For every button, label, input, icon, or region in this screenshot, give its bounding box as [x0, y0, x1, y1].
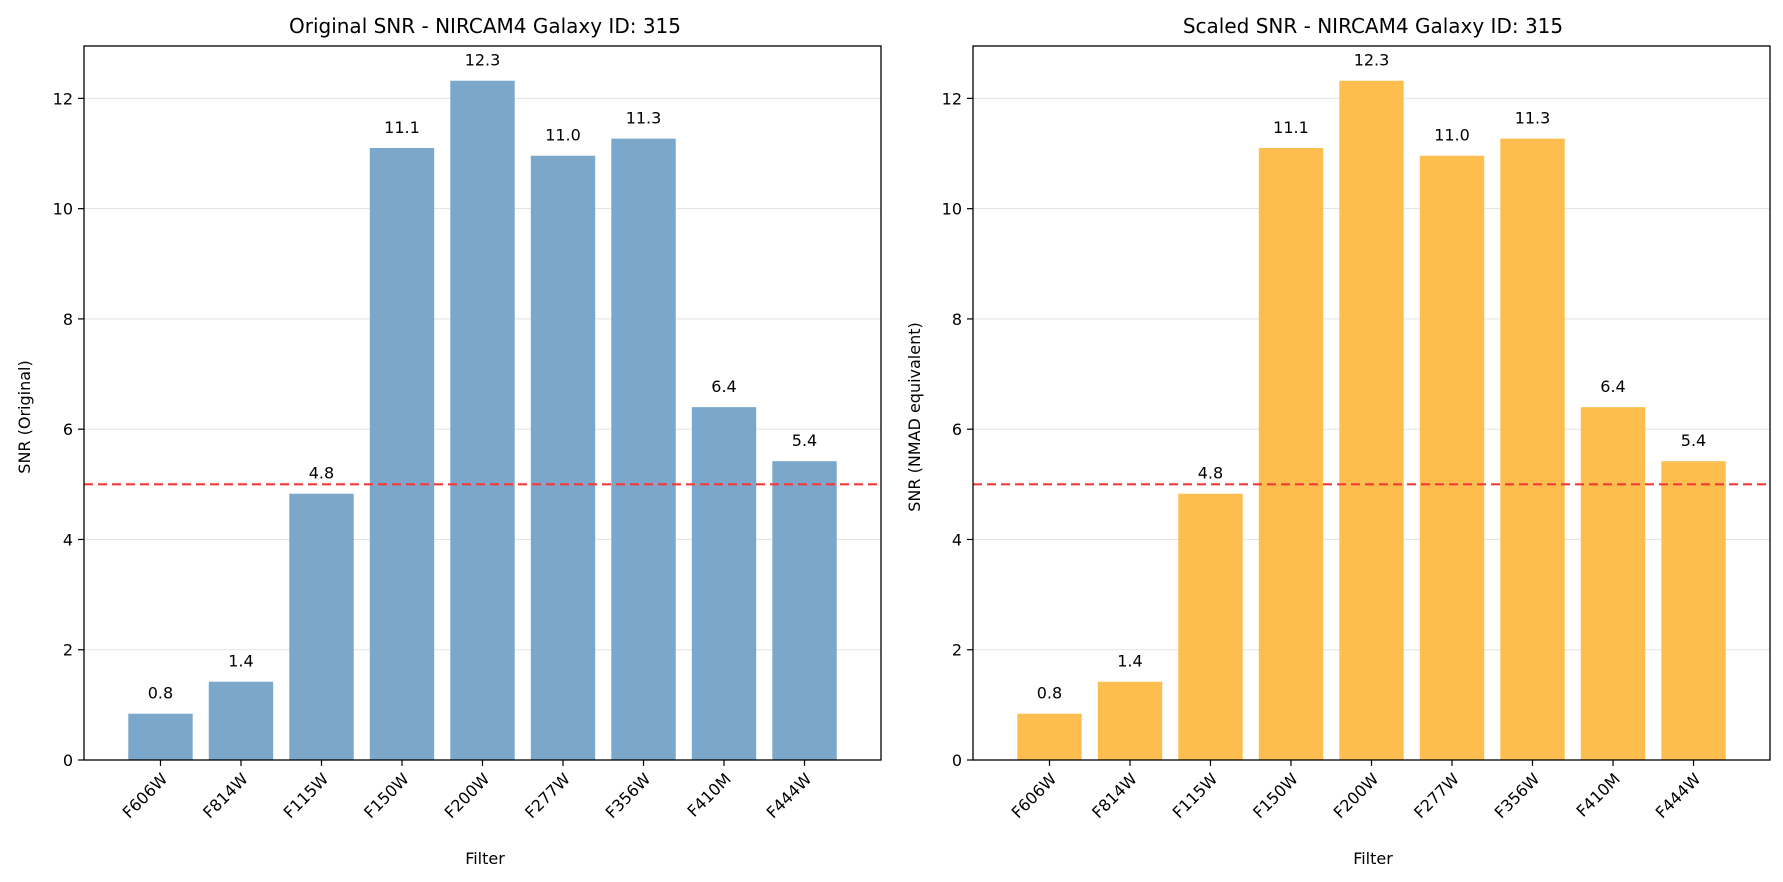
- panel-original-snr: Original SNR - NIRCAM4 Galaxy ID: 315 Fi…: [15, 14, 882, 868]
- scaled-x-tick-label: F606W: [1008, 769, 1061, 822]
- original-value-label: 11.1: [384, 118, 420, 137]
- original-y-tick-label: 4: [63, 530, 73, 549]
- original-x-tick-label: F356W: [602, 769, 655, 822]
- original-value-label: 0.8: [148, 684, 173, 703]
- scaled-bar-f814w: [1097, 681, 1163, 760]
- original-x-tick-label: F814W: [199, 769, 252, 822]
- scaled-value-label: 6.4: [1600, 377, 1625, 396]
- scaled-bar-f444w: [1661, 461, 1726, 760]
- original-x-tick-label: F200W: [441, 769, 494, 822]
- original-value-label: 12.3: [465, 51, 501, 70]
- scaled-y-tick-label: 0: [952, 751, 962, 770]
- original-bar-f356w: [611, 138, 676, 761]
- original-y-tick-label: 2: [63, 641, 73, 660]
- original-bar-f410m: [691, 407, 757, 760]
- original-x-tick-label: F277W: [521, 769, 574, 822]
- scaled-bar-f277w: [1419, 155, 1485, 760]
- original-y-tick-label: 12: [53, 89, 73, 108]
- original-value-label: 1.4: [228, 652, 253, 671]
- scaled-x-tick-label: F356W: [1491, 769, 1544, 822]
- scaled-x-tick-label: F200W: [1330, 769, 1383, 822]
- original-bar-f444w: [772, 461, 837, 760]
- panel-scaled-snr: Scaled SNR - NIRCAM4 Galaxy ID: 315 Filt…: [905, 14, 1771, 868]
- chart-title-scaled: Scaled SNR - NIRCAM4 Galaxy ID: 315: [1183, 14, 1563, 38]
- scaled-value-label: 0.8: [1037, 684, 1062, 703]
- scaled-value-label: 11.0: [1434, 126, 1470, 145]
- original-x-tick-label: F115W: [280, 769, 333, 822]
- scaled-y-tick-label: 2: [952, 641, 962, 660]
- scaled-x-tick-label: F814W: [1088, 769, 1141, 822]
- scaled-x-tick-label: F150W: [1249, 769, 1302, 822]
- scaled-value-label: 11.1: [1273, 118, 1309, 137]
- scaled-y-tick-label: 8: [952, 310, 962, 329]
- original-y-tick-label: 8: [63, 310, 73, 329]
- scaled-bar-f200w: [1339, 80, 1404, 761]
- original-x-tick-label: F410M: [684, 769, 735, 820]
- original-bar-f115w: [289, 493, 354, 760]
- original-x-tick-label: F444W: [763, 769, 816, 822]
- scaled-bar-f410m: [1580, 407, 1646, 760]
- original-bar-f277w: [530, 155, 596, 760]
- scaled-bar-f356w: [1500, 138, 1565, 761]
- original-value-label: 5.4: [792, 431, 817, 450]
- original-x-tick-label: F150W: [360, 769, 413, 822]
- y-axis-label-original: SNR (Original): [15, 360, 34, 473]
- scaled-bar-f150w: [1258, 148, 1324, 760]
- original-value-label: 11.3: [626, 109, 662, 128]
- scaled-y-tick-label: 10: [942, 200, 962, 219]
- scaled-x-tick-label: F410M: [1573, 769, 1624, 820]
- scaled-bar-f115w: [1178, 493, 1243, 760]
- x-axis-label-scaled: Filter: [1353, 849, 1393, 868]
- scaled-bar-f606w: [1017, 713, 1082, 760]
- original-bar-f200w: [450, 80, 515, 761]
- original-y-tick-label: 10: [53, 200, 73, 219]
- original-value-label: 11.0: [545, 126, 581, 145]
- original-y-tick-label: 0: [63, 751, 73, 770]
- scaled-y-tick-label: 6: [952, 420, 962, 439]
- scaled-x-tick-label: F115W: [1169, 769, 1222, 822]
- scaled-value-label: 11.3: [1515, 109, 1551, 128]
- scaled-value-label: 1.4: [1117, 652, 1142, 671]
- scaled-y-tick-label: 4: [952, 530, 962, 549]
- original-bar-f606w: [128, 713, 193, 760]
- scaled-y-tick-label: 12: [942, 89, 962, 108]
- chart-title-original: Original SNR - NIRCAM4 Galaxy ID: 315: [289, 14, 681, 38]
- original-x-tick-label: F606W: [119, 769, 172, 822]
- original-value-label: 6.4: [711, 377, 736, 396]
- scaled-value-label: 4.8: [1198, 464, 1223, 483]
- scaled-value-label: 12.3: [1354, 51, 1390, 70]
- original-value-label: 4.8: [309, 464, 334, 483]
- original-bar-f150w: [369, 148, 435, 760]
- scaled-x-tick-label: F444W: [1652, 769, 1705, 822]
- original-y-tick-label: 6: [63, 420, 73, 439]
- scaled-value-label: 5.4: [1681, 431, 1706, 450]
- x-axis-label-original: Filter: [465, 849, 505, 868]
- y-axis-label-scaled: SNR (NMAD equivalent): [905, 322, 924, 512]
- original-bar-f814w: [208, 681, 274, 760]
- scaled-x-tick-label: F277W: [1410, 769, 1463, 822]
